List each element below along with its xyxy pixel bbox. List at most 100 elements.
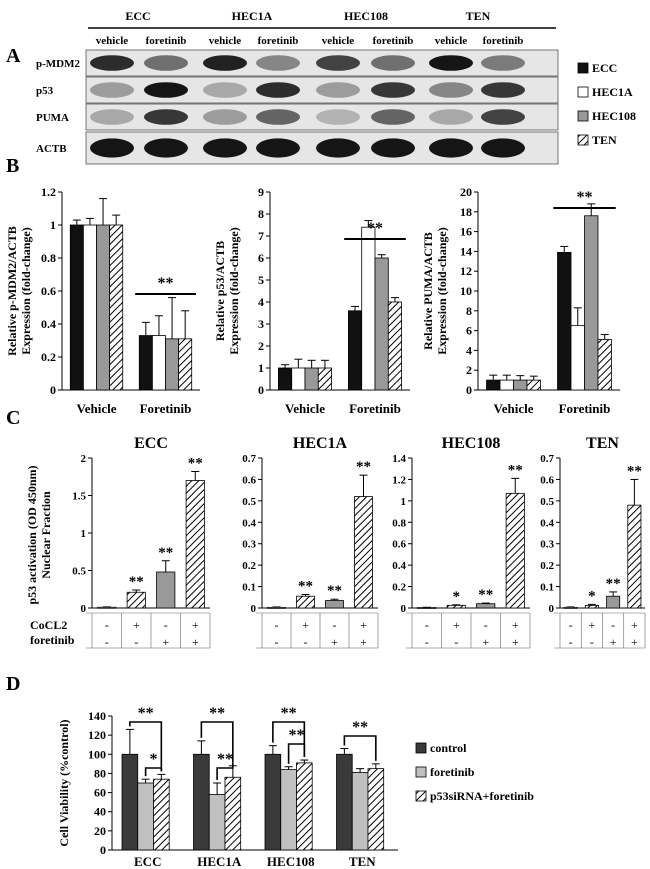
significance-stars: **	[356, 459, 371, 475]
blot-band	[90, 109, 134, 125]
bar	[606, 595, 621, 609]
y-tick-label: 8	[258, 207, 264, 221]
blot-band	[429, 109, 473, 125]
y-tick-label: 14	[460, 244, 472, 258]
significance-stars: **	[188, 456, 203, 472]
cocl2-cell: +	[133, 618, 140, 632]
bar	[185, 480, 205, 609]
x-category-label: Foretinib	[349, 401, 401, 416]
blot-treatment-label: vehicle	[435, 35, 467, 47]
blot-treatment-label: foretinib	[373, 35, 414, 47]
y-tick-label: 0.2	[242, 560, 256, 572]
x-category-label: Vehicle	[285, 401, 325, 416]
legend-swatch	[577, 86, 589, 98]
legend-label: p53siRNA+foretinib	[430, 789, 534, 803]
legend-label: ECC	[592, 61, 617, 75]
legend-swatch	[577, 110, 589, 122]
foretinib-cell: +	[360, 635, 367, 649]
blot-treatment-label: vehicle	[96, 35, 128, 47]
row-label-cocl2: CoCL2	[30, 618, 67, 632]
legend-label: HEC1A	[592, 85, 633, 99]
blot-band	[316, 138, 360, 158]
blot-band	[371, 55, 415, 71]
bar	[153, 778, 170, 851]
chart-title: ECC	[134, 435, 168, 452]
blot-band	[144, 109, 188, 125]
bracket-control-vs-sirna	[200, 721, 234, 763]
bar	[69, 224, 84, 391]
bar	[597, 339, 612, 391]
chart-4: 0 0.1 0.2 0.3 0.4 0.5 0.6 0.7 HEC1A ** ** **	[242, 435, 378, 615]
y-tick-label: 3	[258, 317, 264, 331]
y-tick-label: 0.5	[242, 496, 256, 508]
legend-label: TEN	[592, 133, 617, 147]
bracket-foretinib-vs-sirna	[144, 767, 163, 777]
bar	[178, 338, 193, 391]
y-tick-label: 0.1	[242, 582, 256, 594]
blot-band	[256, 82, 300, 98]
bracket-control-vs-sirna	[272, 721, 306, 758]
significance-stars: **	[129, 574, 144, 590]
blot-row-label: ACTB	[36, 143, 67, 155]
chart-title: HEC108	[442, 435, 501, 452]
y-tick-label: 0	[258, 383, 264, 397]
foretinib-cell: -	[105, 635, 109, 649]
bar	[446, 604, 466, 609]
significance-stars: **	[327, 583, 342, 599]
blot-cell-line-label: HEC1A	[232, 9, 273, 23]
y-tick-label: 0.3	[242, 539, 256, 551]
foretinib-cell: +	[610, 635, 617, 649]
foretinib-cell: +	[192, 635, 199, 649]
y-tick-label: 9	[258, 185, 264, 199]
x-category-label: HEC108	[267, 854, 315, 869]
y-tick-label: 12	[460, 264, 472, 278]
cocl2-cell: -	[333, 618, 337, 632]
bar	[347, 310, 363, 391]
bar	[304, 367, 319, 391]
y-tick-label: 0	[100, 843, 106, 857]
y-tick-label: 0.2	[41, 350, 56, 364]
significance-stars: **	[158, 545, 173, 561]
bar	[499, 379, 514, 391]
foretinib-cell: +	[631, 635, 638, 649]
blot-cell-line-label: HEC108	[344, 9, 388, 23]
blot-band	[144, 55, 188, 71]
y-tick-label: 2	[81, 453, 87, 465]
y-tick-label: 1	[50, 218, 56, 232]
bar	[513, 379, 528, 391]
y-tick-label: 6	[258, 251, 264, 265]
bar	[291, 367, 306, 391]
y-tick-label: 0.6	[392, 539, 406, 551]
condition-table: - + - + - - + +	[256, 612, 379, 649]
bracket-control-vs-sirna	[343, 735, 377, 761]
foretinib-cell: +	[331, 635, 338, 649]
y-tick-label: 0.5	[540, 496, 554, 508]
y-tick-label: 1.2	[41, 185, 56, 199]
bar	[165, 338, 180, 391]
foretinib-cell: -	[275, 635, 279, 649]
x-category-label: Foretinib	[559, 401, 611, 416]
bar	[193, 753, 210, 851]
y-tick-label: 0.2	[540, 560, 554, 572]
significance-stars: **	[352, 719, 368, 736]
bar	[476, 603, 496, 609]
blot-cell-line-label: TEN	[466, 9, 491, 23]
condition-table: - + - + - - + +	[86, 612, 211, 649]
bar	[325, 600, 344, 609]
bar	[224, 776, 242, 851]
bar	[374, 257, 389, 391]
y-axis-label: p53 activation (OD 450nm)Nuclear Fractio…	[25, 466, 53, 605]
blot-band	[481, 109, 525, 125]
bar	[387, 301, 402, 391]
y-tick-label: 0.6	[242, 474, 256, 486]
blot-treatment-label: vehicle	[322, 35, 354, 47]
chart-7: 0 20 40 60 80 100 120 140 Cell Viability (%contr…	[57, 705, 398, 869]
y-axis-label: Cell Viability (%control)	[57, 719, 71, 846]
x-category-label: HEC1A	[197, 854, 242, 869]
foretinib-cell: -	[569, 635, 573, 649]
y-tick-label: 2	[466, 363, 472, 377]
legend-label: control	[430, 741, 467, 755]
y-tick-label: 8	[466, 304, 472, 318]
